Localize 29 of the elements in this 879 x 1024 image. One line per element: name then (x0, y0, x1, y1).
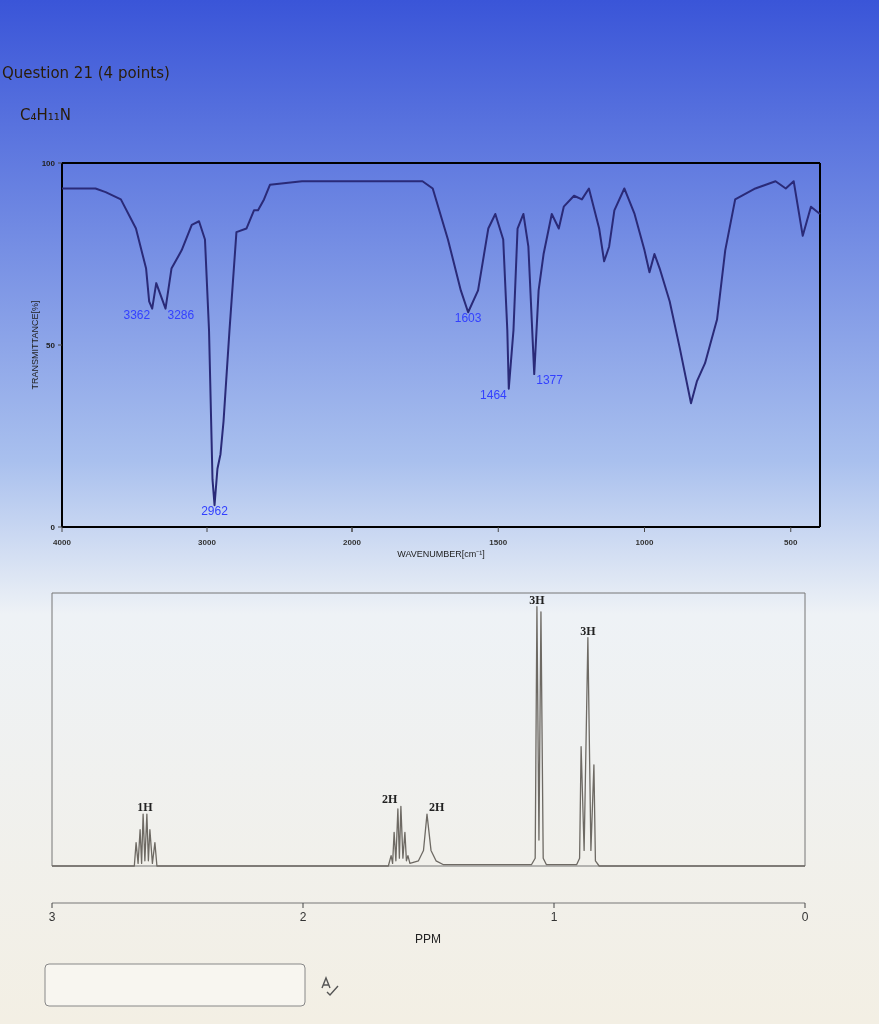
annotation: 3362 (123, 307, 151, 322)
y-tick-label: 100 (41, 159, 56, 168)
annotation: 1377 (536, 373, 564, 388)
annotation: 3H (529, 592, 546, 607)
annotation: 2H (382, 792, 399, 807)
x-tick-label: 1000 (635, 538, 654, 547)
annotation: 1603 (454, 311, 482, 326)
x-tick-label: 2 (299, 910, 307, 924)
x-tick-label: 0 (801, 910, 809, 924)
x-tick-label: 2000 (343, 538, 362, 547)
chart-subtitle: C₄H₁₁N (20, 106, 72, 124)
chart-title: Question 21 (4 points) (2, 64, 170, 82)
x-tick-label: 500 (784, 538, 798, 547)
x-tick-label: 1500 (489, 538, 508, 547)
y-tick-label: 0 (50, 523, 56, 532)
annotation: 1464 (480, 387, 508, 402)
x-tick-label: 3000 (198, 538, 217, 547)
x-axis-title: PPM (414, 932, 442, 946)
annotation: 3286 (167, 307, 195, 322)
x-axis-title: WAVENUMBER[cm⁻¹] (397, 549, 485, 559)
y-axis-title: TRANSMITTANCE[%] (30, 300, 40, 390)
annotation: 2962 (201, 504, 229, 519)
x-tick-label: 1 (550, 910, 558, 924)
annotation: 2H (428, 800, 445, 815)
annotation: 3H (580, 623, 597, 638)
annotation: 1H (137, 800, 154, 815)
x-tick-label: 4000 (53, 538, 72, 547)
y-tick-label: 50 (46, 341, 56, 350)
x-tick-label: 3 (48, 910, 56, 924)
